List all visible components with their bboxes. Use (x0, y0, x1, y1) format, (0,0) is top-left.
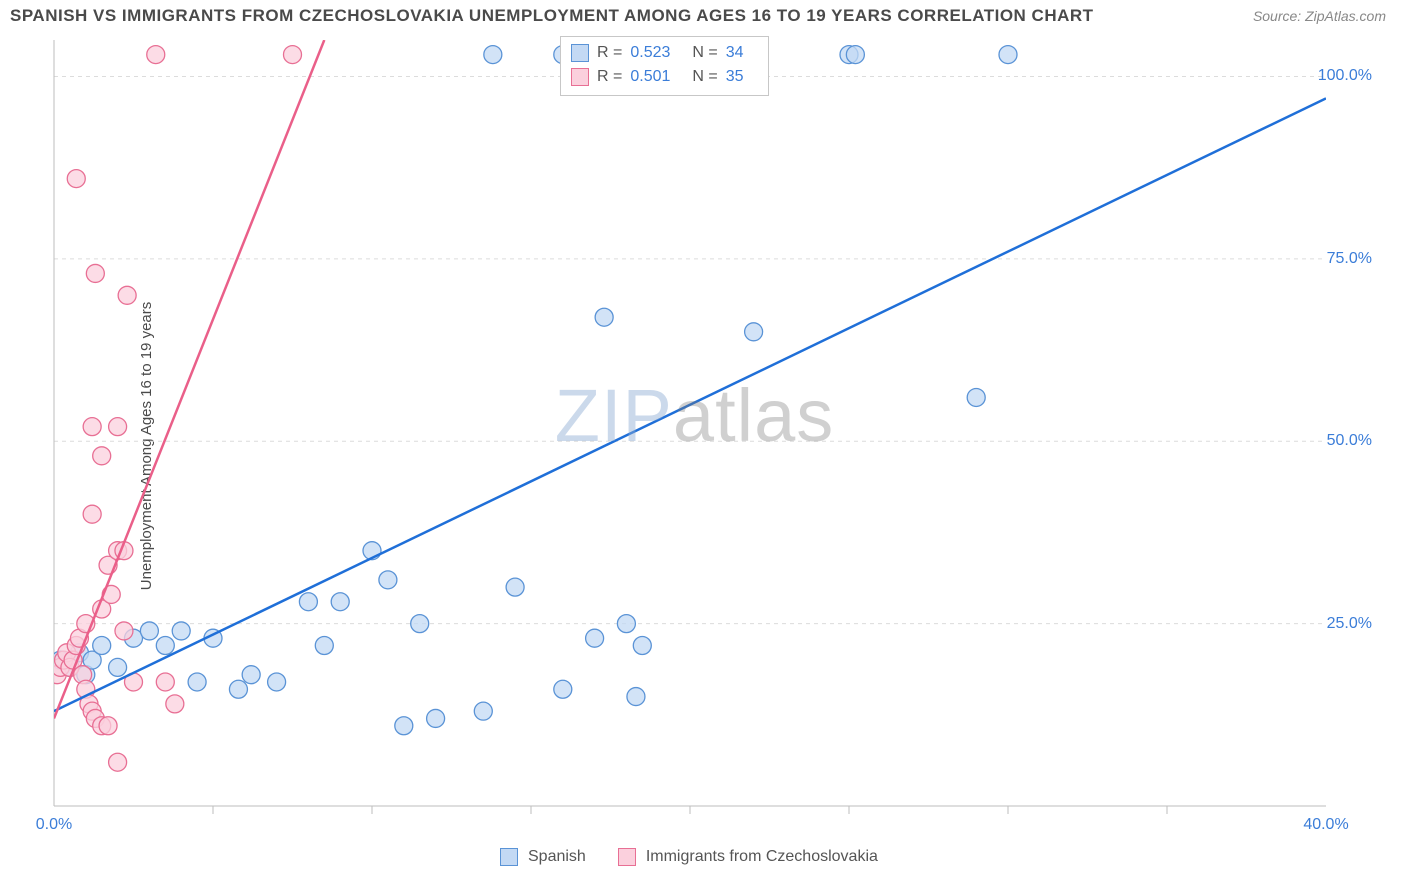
legend-r-value: 0.501 (630, 65, 670, 89)
legend-swatch (500, 848, 518, 866)
legend-swatch (571, 68, 589, 86)
legend-swatch (618, 848, 636, 866)
legend-stat-row: R = 0.501 N = 35 (571, 65, 758, 89)
legend-series: Spanish Immigrants from Czechoslovakia (500, 848, 900, 866)
legend-r-label: R = (597, 41, 622, 65)
legend-series-label: Immigrants from Czechoslovakia (646, 848, 878, 866)
legend-n-label: N = (692, 41, 717, 65)
y-tick-label: 75.0% (1327, 250, 1372, 268)
legend-stat-row: R = 0.523 N = 34 (571, 41, 758, 65)
legend-n-value: 35 (726, 65, 744, 89)
legend-r-label: R = (597, 65, 622, 89)
legend-n-label: N = (692, 65, 717, 89)
legend-stats: R = 0.523 N = 34 R = 0.501 N = 35 (560, 36, 769, 96)
x-tick-label: 40.0% (1303, 816, 1348, 834)
chart-svg (46, 36, 1386, 836)
legend-swatch (571, 44, 589, 62)
legend-r-value: 0.523 (630, 41, 670, 65)
y-tick-label: 25.0% (1327, 615, 1372, 633)
plot-area: 25.0%50.0%75.0%100.0%0.0%40.0% (46, 36, 1386, 836)
source-label: Source: ZipAtlas.com (1253, 8, 1386, 24)
x-tick-label: 0.0% (36, 816, 72, 834)
chart-title: SPANISH VS IMMIGRANTS FROM CZECHOSLOVAKI… (10, 6, 1094, 26)
y-tick-label: 50.0% (1327, 432, 1372, 450)
legend-n-value: 34 (726, 41, 744, 65)
legend-series-label: Spanish (528, 848, 586, 866)
y-tick-label: 100.0% (1318, 67, 1372, 85)
